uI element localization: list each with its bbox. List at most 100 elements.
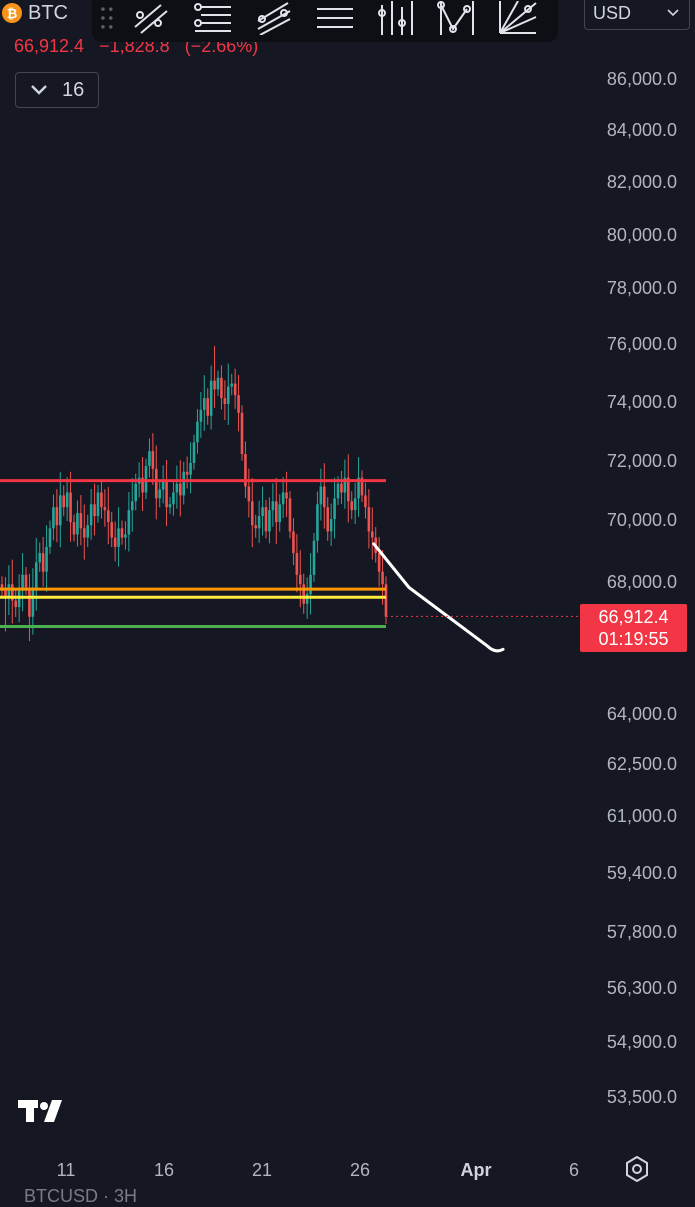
price-tick-label: 72,000.0: [607, 451, 677, 471]
parallel-channel-icon[interactable]: [252, 0, 295, 38]
candle: [329, 503, 333, 546]
price-axis[interactable]: 86,000.0 84,000.0 82,000.0 80,000.0 78,000.0…: [607, 69, 677, 1107]
pitchfork-icon[interactable]: [374, 0, 417, 38]
candle: [346, 454, 350, 523]
symbol-footer: BTCUSD · 3H: [24, 1186, 138, 1206]
candle: [28, 573, 31, 642]
candle: [130, 477, 134, 532]
gear-icon[interactable]: [624, 1156, 650, 1182]
candle: [370, 507, 374, 560]
candle: [264, 499, 268, 539]
price-tick-label: 68,000.0: [607, 572, 677, 592]
candle: [161, 465, 165, 504]
horizontal-lines-icon[interactable]: [313, 0, 356, 38]
candle: [343, 459, 347, 509]
candle: [100, 479, 103, 519]
candle: [309, 553, 312, 615]
candle: [206, 388, 210, 425]
candle: [213, 345, 216, 408]
candle: [247, 468, 251, 518]
candle: [144, 458, 148, 500]
candle: [154, 445, 158, 520]
price-tick-label: 84,000.0: [607, 120, 677, 140]
candle: [117, 507, 120, 567]
candle: [185, 456, 189, 489]
price-tick-label: 61,000.0: [607, 806, 677, 826]
candle: [233, 368, 237, 409]
price-tick-label: 53,500.0: [607, 1087, 677, 1107]
candle: [333, 477, 336, 539]
price-tick-label: 62,500.0: [607, 754, 677, 774]
candle: [151, 433, 155, 486]
candle: [288, 490, 292, 539]
candle: [65, 477, 69, 522]
candle: [110, 511, 114, 548]
candle: [148, 438, 151, 478]
chevron-down-icon: [31, 85, 47, 95]
candle: [244, 441, 247, 498]
candle: [271, 483, 275, 527]
price-tick-label: 80,000.0: [607, 225, 677, 245]
time-tick-label: 21: [252, 1160, 272, 1180]
candle: [4, 576, 7, 632]
grip-handle-icon[interactable]: [100, 3, 114, 33]
candle: [226, 363, 230, 425]
fib-retracement-icon[interactable]: [191, 0, 234, 38]
chevron-down-icon: [667, 9, 679, 17]
symbol-title[interactable]: ₿ BTC: [0, 0, 68, 26]
time-axis[interactable]: 11 16 21 26 Apr 6: [57, 1160, 579, 1180]
horizontal-levels: [0, 479, 386, 628]
candle: [14, 589, 18, 617]
trend-line-tools-icon[interactable]: [130, 0, 173, 38]
candle: [196, 408, 199, 454]
candle: [261, 486, 264, 536]
candle: [93, 483, 96, 536]
collapse-legend-button[interactable]: 16: [15, 72, 99, 108]
candle: [216, 370, 220, 396]
candle: [202, 375, 206, 431]
currency-select[interactable]: USD: [584, 0, 690, 30]
bitcoin-icon: ₿: [2, 3, 22, 23]
candle: [360, 470, 364, 503]
candle: [31, 568, 35, 635]
price-tick-label: 64,000.0: [607, 704, 677, 724]
candle: [48, 520, 52, 554]
candle: [364, 482, 367, 519]
candle: [96, 485, 100, 523]
tradingview-logo[interactable]: [18, 1098, 70, 1124]
candle: [127, 492, 131, 552]
candle: [45, 525, 48, 592]
gann-fan-icon[interactable]: [497, 0, 540, 38]
candle: [367, 489, 371, 549]
candle: [278, 494, 282, 532]
price-tick-label: 59,400.0: [607, 863, 677, 883]
candle: [165, 460, 168, 527]
symbol-name: BTC: [28, 1, 68, 24]
candle: [250, 477, 254, 548]
drawing-toolbar: [92, 0, 558, 42]
candle: [340, 470, 343, 504]
candle: [79, 495, 83, 546]
time-tick-label: 11: [57, 1160, 76, 1180]
candle: [254, 514, 258, 538]
candle: [38, 542, 42, 572]
candle: [326, 497, 330, 541]
candle: [353, 483, 357, 525]
candle: [319, 468, 323, 521]
candle: [381, 550, 384, 605]
candle: [316, 491, 319, 553]
candle: [106, 486, 110, 545]
pattern-icon[interactable]: [436, 0, 479, 38]
price-tick-label: 82,000.0: [607, 172, 677, 192]
candle: [69, 471, 72, 542]
candle: [220, 365, 223, 410]
candle: [103, 489, 107, 527]
candle: [82, 504, 86, 560]
candle: [230, 373, 234, 396]
candle: [209, 365, 213, 430]
price-tick-label: 76,000.0: [607, 334, 677, 354]
candle: [268, 497, 271, 544]
candle: [0, 576, 4, 599]
candle: [274, 477, 278, 545]
